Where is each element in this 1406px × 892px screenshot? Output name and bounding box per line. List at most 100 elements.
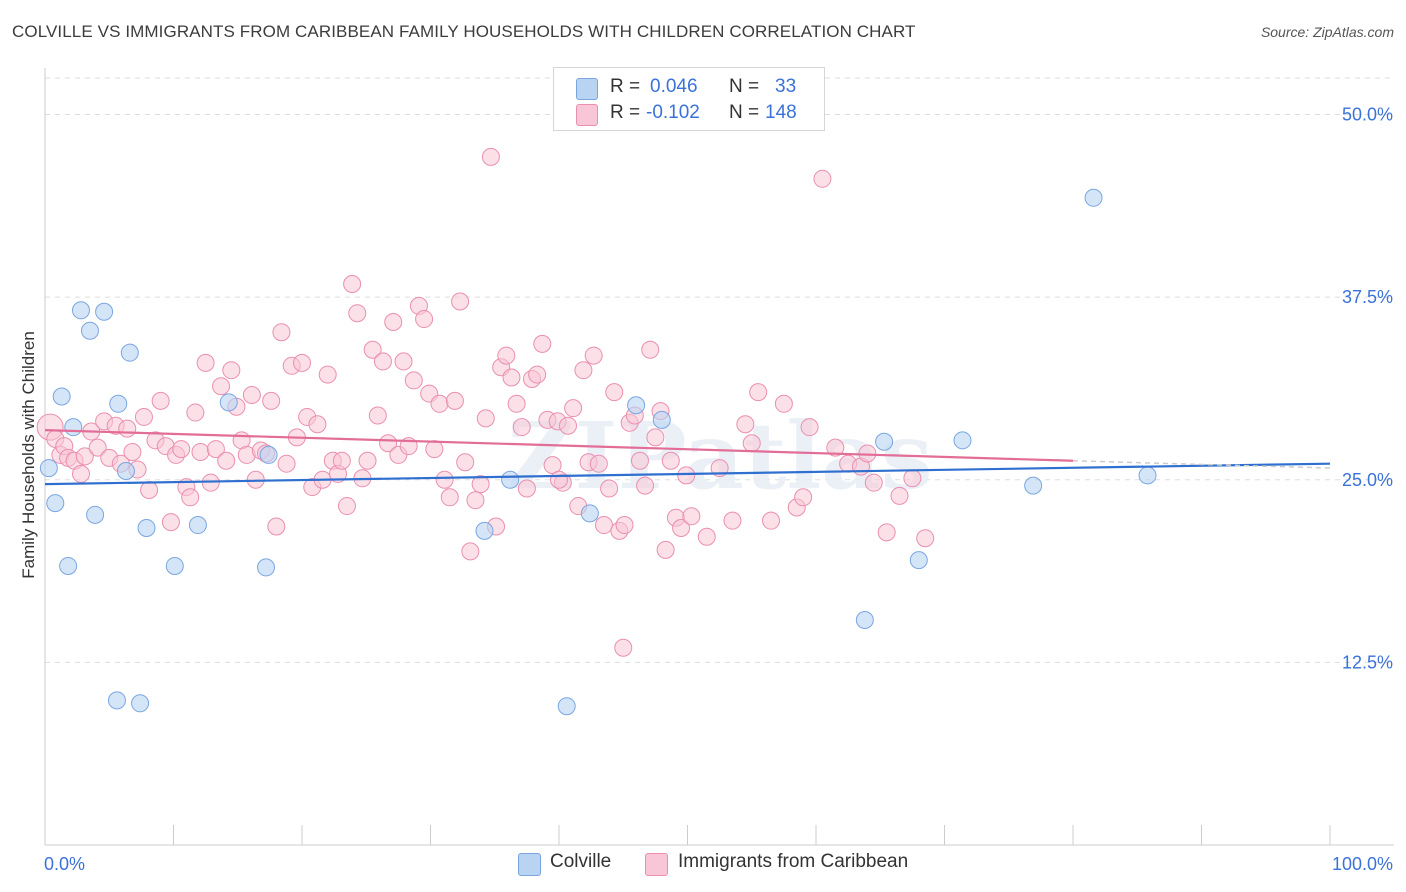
caribbean-legend-label: Immigrants from Caribbean: [678, 851, 909, 872]
caribbean-point: [348, 304, 367, 323]
caribbean-point: [600, 479, 619, 498]
caribbean-point: [272, 323, 291, 342]
caribbean-point: [88, 438, 107, 457]
caribbean-point: [373, 352, 392, 371]
x-tick-label: 100.0%: [1332, 854, 1393, 874]
y-tick-label: 12.5%: [1342, 652, 1393, 672]
caribbean-point: [507, 394, 526, 413]
n-label: N =: [729, 76, 760, 97]
caribbean-point: [594, 516, 613, 535]
caribbean-point: [123, 443, 142, 462]
chart-title: COLVILLE VS IMMIGRANTS FROM CARIBBEAN FA…: [12, 22, 916, 41]
caribbean-point: [794, 488, 813, 507]
colville-point: [557, 697, 576, 716]
grid-lines: [45, 77, 1394, 663]
caribbean-point: [415, 310, 434, 329]
caribbean-point: [384, 312, 403, 331]
colville-point: [1024, 476, 1043, 495]
n-label: N =: [729, 102, 760, 123]
caribbean-point: [242, 386, 261, 405]
caribbean-point: [864, 473, 883, 492]
colville-point: [855, 611, 874, 630]
caribbean-point: [497, 346, 516, 365]
caribbean-point: [723, 511, 742, 530]
colville-point: [1138, 466, 1157, 485]
caribbean-point: [584, 346, 603, 365]
colville-point: [953, 431, 972, 450]
caribbean-point: [343, 274, 362, 293]
colville-point: [580, 504, 599, 523]
caribbean-point: [564, 399, 583, 418]
caribbean-point: [533, 334, 552, 353]
caribbean-point: [826, 438, 845, 457]
y-tick-labels: 12.5% 25.0% 37.5% 50.0%: [1342, 105, 1393, 673]
colville-legend-label: Colville: [550, 851, 612, 872]
caribbean-point: [677, 466, 696, 485]
caribbean-point: [379, 434, 398, 453]
x-tick-labels: 0.0% 100.0%: [44, 854, 1393, 874]
caribbean-point: [451, 292, 470, 311]
caribbean-trend-extension: [1072, 460, 1331, 469]
colville-point: [39, 459, 58, 478]
colville-point: [219, 393, 238, 412]
caribbean-point: [430, 394, 449, 413]
x-tick-label: 0.0%: [44, 854, 85, 874]
colville-point: [501, 470, 520, 489]
colville-point: [86, 505, 105, 524]
caribbean-swatch: [645, 853, 668, 876]
trend-lines: [44, 428, 1331, 486]
colville-point: [875, 432, 894, 451]
colville-point: [257, 558, 276, 577]
caribbean-point: [512, 418, 531, 437]
series-legend: Colville Immigrants from Caribbean: [0, 851, 1406, 879]
caribbean-point: [435, 470, 454, 489]
colville-point: [165, 556, 184, 575]
caribbean-swatch: [576, 104, 598, 126]
caribbean-point: [262, 391, 281, 410]
caribbean-point: [605, 383, 624, 402]
caribbean-point: [589, 454, 608, 473]
caribbean-point: [656, 540, 675, 559]
colville-point: [116, 461, 135, 480]
caribbean-trend-line: [44, 428, 1074, 462]
colville-r-value: 0.046: [650, 76, 698, 97]
caribbean-point: [877, 523, 896, 542]
caribbean-n-value: 148: [765, 102, 797, 123]
colville-point: [909, 551, 928, 570]
caribbean-point: [762, 511, 781, 530]
caribbean-point: [471, 475, 490, 494]
colville-point: [627, 396, 646, 415]
colville-swatch: [518, 853, 541, 876]
caribbean-point: [212, 377, 231, 396]
colville-points: [39, 188, 1157, 716]
caribbean-point: [550, 470, 568, 489]
colville-swatch: [576, 78, 598, 100]
colville-point: [120, 343, 139, 362]
caribbean-point: [404, 371, 423, 390]
caribbean-point: [456, 453, 475, 472]
caribbean-point: [277, 454, 296, 473]
caribbean-point: [476, 409, 495, 428]
source-credit: Source: ZipAtlas.com: [1260, 24, 1394, 40]
colville-point: [109, 394, 128, 413]
caribbean-point: [186, 403, 205, 422]
caribbean-point: [502, 368, 521, 387]
caribbean-point: [161, 513, 180, 532]
caribbean-point: [800, 418, 819, 437]
caribbean-point: [461, 542, 480, 561]
caribbean-point: [196, 353, 215, 372]
caribbean-point: [615, 516, 634, 535]
caribbean-point: [528, 365, 547, 384]
caribbean-point: [774, 394, 793, 413]
axes: [44, 68, 1394, 846]
caribbean-point: [318, 365, 337, 384]
y-tick-label: 50.0%: [1342, 105, 1393, 125]
caribbean-point: [890, 486, 909, 505]
caribbean-point: [151, 391, 170, 410]
caribbean-point: [140, 480, 159, 499]
caribbean-point: [172, 440, 191, 459]
stats-legend: R = 0.046 N = 33 R = -0.102 N = 148: [553, 67, 825, 131]
colville-n-value: 33: [775, 76, 797, 97]
colville-trend-line: [44, 462, 1331, 486]
